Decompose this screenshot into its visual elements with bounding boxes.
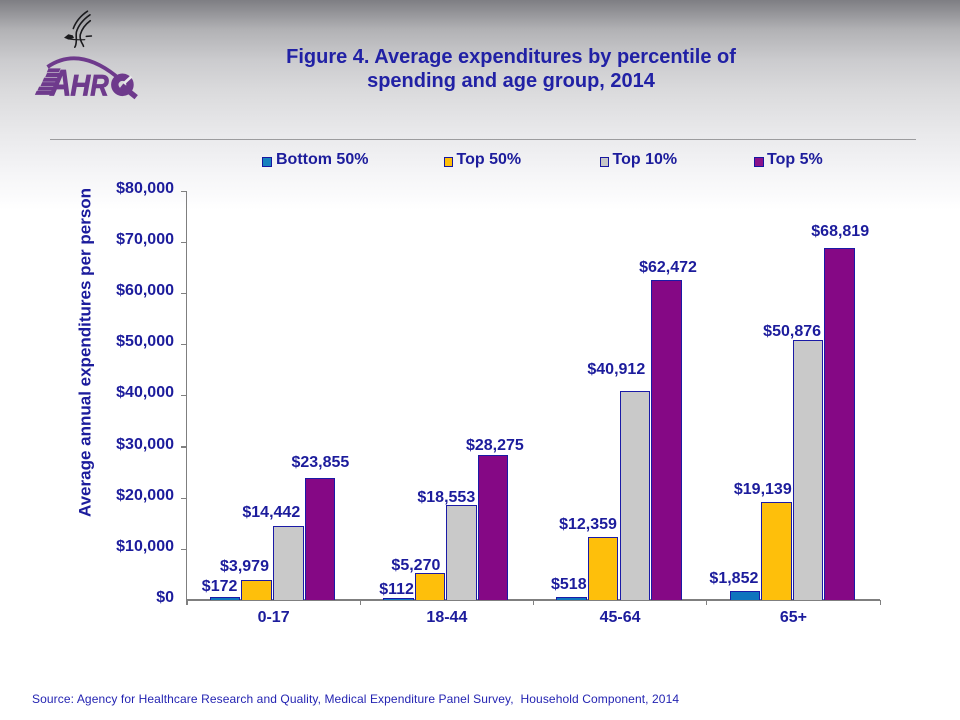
svg-text:A: A: [49, 61, 71, 103]
svg-text:R: R: [90, 70, 109, 103]
svg-text:H: H: [70, 70, 91, 103]
